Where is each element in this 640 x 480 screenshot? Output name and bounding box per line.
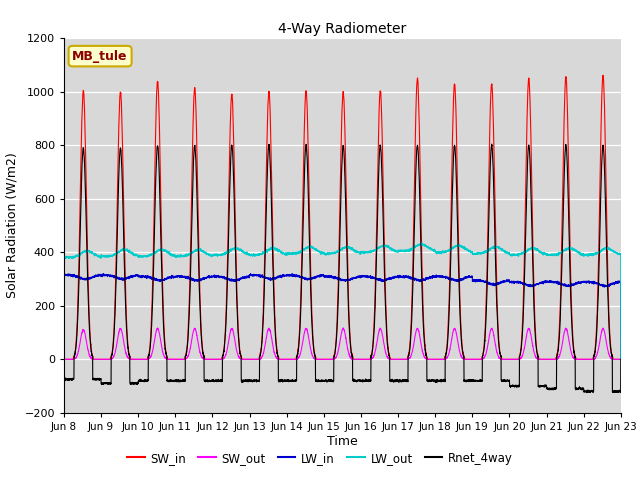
LW_out [322, 251, 330, 256]
LW_in [100, 271, 108, 276]
SW_in [467, 357, 475, 362]
LW_out [467, 249, 475, 255]
Line: SW_in: SW_in [64, 75, 621, 360]
X-axis label: Time: Time [327, 434, 358, 448]
LW_in [322, 273, 330, 279]
SW_in [617, 357, 625, 362]
LW_out [436, 249, 444, 255]
LW_in [467, 274, 475, 280]
SW_in [60, 357, 68, 362]
SW_out [436, 357, 444, 362]
Line: LW_in: LW_in [64, 274, 621, 360]
Line: SW_out: SW_out [64, 328, 621, 360]
LW_in [616, 279, 624, 285]
Legend: SW_in, SW_out, LW_in, LW_out, Rnet_4way: SW_in, SW_out, LW_in, LW_out, Rnet_4way [122, 447, 518, 469]
LW_out [160, 248, 168, 253]
Y-axis label: Solar Radiation (W/m2): Solar Radiation (W/m2) [6, 153, 19, 299]
SW_out [616, 357, 624, 362]
Rnet_4way [160, 333, 168, 338]
SW_out [467, 357, 475, 362]
SW_in [160, 324, 168, 330]
Rnet_4way [322, 378, 330, 384]
SW_out [617, 357, 625, 362]
SW_in [499, 357, 506, 362]
SW_out [60, 357, 68, 362]
LW_out [60, 255, 68, 261]
Rnet_4way [467, 378, 475, 384]
LW_in [499, 279, 507, 285]
LW_out [417, 240, 425, 246]
Rnet_4way [436, 378, 444, 384]
SW_out [322, 357, 330, 362]
Rnet_4way [616, 390, 624, 396]
LW_in [161, 278, 168, 284]
Line: LW_out: LW_out [64, 243, 621, 360]
SW_in [599, 72, 607, 78]
SW_in [616, 357, 624, 362]
Title: 4-Way Radiometer: 4-Way Radiometer [278, 22, 406, 36]
SW_out [161, 353, 168, 359]
LW_out [617, 357, 625, 362]
LW_in [617, 357, 625, 362]
Rnet_4way [60, 377, 68, 383]
Rnet_4way [499, 378, 507, 384]
LW_in [436, 274, 444, 280]
SW_in [436, 357, 444, 362]
SW_out [499, 357, 507, 362]
Rnet_4way [488, 141, 495, 147]
LW_out [616, 252, 624, 257]
SW_in [322, 357, 330, 362]
Rnet_4way [617, 357, 625, 362]
LW_out [499, 248, 507, 253]
Text: MB_tule: MB_tule [72, 49, 128, 62]
SW_out [154, 325, 161, 331]
LW_in [60, 272, 68, 278]
Rnet_4way [582, 390, 590, 396]
Line: Rnet_4way: Rnet_4way [64, 144, 621, 393]
